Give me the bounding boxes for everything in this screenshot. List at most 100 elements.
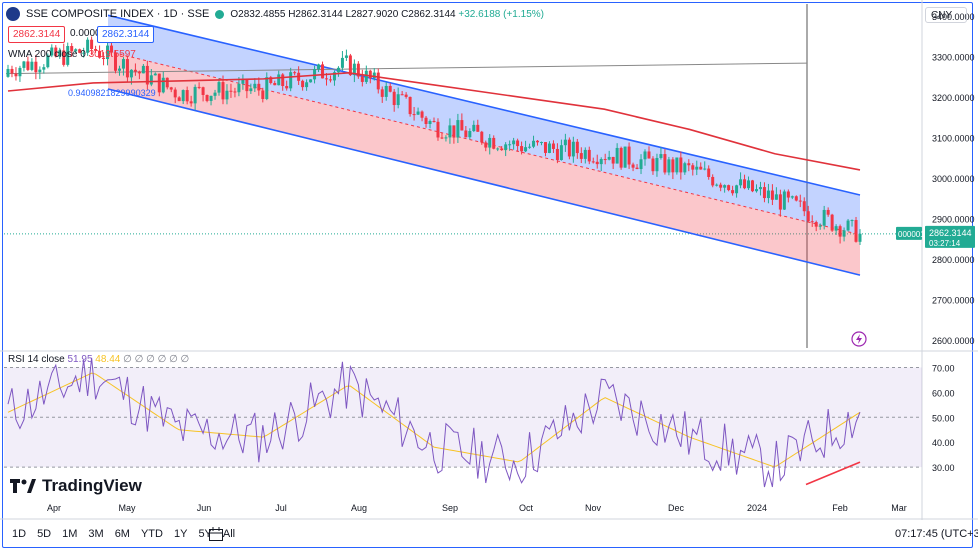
candle-body bbox=[62, 50, 66, 65]
price-tag-countdown: 03:27:14 bbox=[929, 239, 961, 248]
candle-body bbox=[551, 143, 555, 149]
candle-body bbox=[388, 85, 392, 92]
candle-body bbox=[38, 69, 42, 73]
rsi-legend[interactable]: RSI 14 close 51.95 48.44 ∅ ∅ ∅ ∅ ∅ ∅ bbox=[8, 354, 189, 365]
candle-body bbox=[149, 75, 153, 85]
candle-body bbox=[854, 220, 858, 242]
candle-body bbox=[46, 55, 50, 68]
currency-selector[interactable]: CNY bbox=[925, 7, 967, 23]
candle-body bbox=[663, 154, 667, 173]
candle-body bbox=[575, 141, 579, 154]
candle-body bbox=[10, 68, 14, 74]
sell-price-pill[interactable]: 2862.3144 bbox=[8, 26, 66, 43]
candle-body bbox=[850, 220, 854, 222]
candle-body bbox=[496, 148, 500, 150]
time-tick-label: Mar bbox=[891, 503, 907, 513]
candle-body bbox=[153, 73, 157, 76]
candle-body bbox=[336, 67, 340, 73]
candle-body bbox=[794, 196, 798, 201]
rsi-tick-label: 30.00 bbox=[932, 463, 955, 473]
timeframe-6m[interactable]: 6M bbox=[114, 528, 130, 540]
candle-body bbox=[321, 64, 325, 79]
candle-body bbox=[547, 143, 551, 153]
time-tick-label: May bbox=[118, 503, 136, 513]
channel-upper-fill bbox=[108, 15, 860, 235]
buy-price-pill[interactable]: 2862.3144 bbox=[97, 26, 155, 43]
candle-body bbox=[78, 49, 82, 53]
candle-body bbox=[627, 146, 631, 165]
candle-body bbox=[125, 59, 129, 78]
rsi-extra-values: ∅ ∅ ∅ ∅ ∅ ∅ bbox=[123, 354, 190, 365]
candle-body bbox=[181, 90, 185, 102]
candle-body bbox=[798, 200, 802, 202]
candle-body bbox=[189, 101, 193, 104]
spread-value: 0.0000 bbox=[70, 28, 101, 39]
price-tag-bg bbox=[925, 225, 975, 248]
candle-body bbox=[456, 120, 460, 138]
timeframe-1y[interactable]: 1Y bbox=[173, 528, 188, 540]
calendar-icon[interactable] bbox=[208, 526, 224, 542]
timeframe-1d[interactable]: 1D bbox=[12, 528, 27, 540]
regression-channel: 0.9409821829990329 bbox=[5, 14, 861, 276]
candle-body bbox=[671, 159, 675, 173]
candle-body bbox=[356, 63, 360, 77]
candle-body bbox=[436, 121, 440, 138]
price-tick-label: 2700.0000 bbox=[932, 295, 975, 305]
candle-body bbox=[66, 46, 70, 65]
timeframe-1m[interactable]: 1M bbox=[62, 528, 78, 540]
time-tick-label: Dec bbox=[668, 503, 685, 513]
candle-body bbox=[619, 147, 623, 168]
price-tag-symbol: 000001 bbox=[898, 230, 925, 239]
candle-body bbox=[635, 167, 639, 170]
timeframe-bar: 1D 5D 1M 3M 6M YTD 1Y 5Y All bbox=[12, 528, 246, 540]
price-tag-value: 2862.3144 bbox=[929, 228, 972, 238]
candle-body bbox=[209, 95, 213, 101]
candle-body bbox=[675, 157, 679, 173]
candle-body bbox=[74, 49, 78, 52]
clock[interactable]: 07:17:45 (UTC+3) bbox=[895, 528, 978, 540]
candle-body bbox=[348, 55, 352, 76]
timeframe-3m[interactable]: 3M bbox=[88, 528, 104, 540]
candle-body bbox=[281, 74, 285, 87]
price-tick-label: 3300.0000 bbox=[932, 53, 975, 63]
candle-body bbox=[173, 89, 177, 98]
candle-body bbox=[229, 90, 233, 92]
price-tick-label: 2600.0000 bbox=[932, 336, 975, 346]
candle-body bbox=[758, 187, 762, 190]
candle-body bbox=[567, 139, 571, 157]
time-tick-label: Apr bbox=[47, 503, 61, 513]
channel-coefficient-label: 0.9409821829990329 bbox=[68, 88, 156, 98]
candle-body bbox=[563, 139, 567, 146]
candle-body bbox=[751, 180, 755, 192]
timeframe-5d[interactable]: 5D bbox=[37, 528, 52, 540]
timeframe-all[interactable]: All bbox=[222, 528, 236, 540]
candle-body bbox=[762, 187, 766, 199]
tradingview-logo[interactable]: TradingView bbox=[10, 476, 142, 496]
candle-body bbox=[731, 190, 735, 194]
candle-body bbox=[42, 67, 46, 70]
candle-body bbox=[137, 71, 141, 74]
candle-body bbox=[22, 61, 26, 68]
price-tag-symbol-bg bbox=[896, 226, 922, 240]
candle-body bbox=[30, 61, 34, 70]
candle-body bbox=[599, 159, 603, 165]
time-tick-label: Aug bbox=[351, 503, 367, 513]
axes: 3400.0000 3300.0000 3200.0000 3100.0000 3000… bbox=[47, 12, 975, 513]
price-tick-label: 3200.0000 bbox=[932, 93, 975, 103]
candle-body bbox=[301, 80, 305, 88]
wma-legend[interactable]: WMA 200 close 0 3019.5597 bbox=[8, 49, 136, 60]
symbol-title[interactable]: SSE COMPOSITE INDEX · 1D · SSE bbox=[26, 8, 210, 20]
candle-body bbox=[213, 92, 217, 96]
candle-body bbox=[117, 68, 121, 71]
channel-lower-fill bbox=[108, 51, 860, 276]
timeframe-5y[interactable]: 5Y bbox=[198, 528, 212, 540]
candle-body bbox=[607, 156, 611, 160]
candle-body bbox=[6, 68, 10, 77]
candle-body bbox=[687, 163, 691, 166]
candle-body bbox=[452, 125, 456, 138]
candle-body bbox=[193, 86, 197, 104]
timeframe-ytd[interactable]: YTD bbox=[140, 528, 163, 540]
candle-body bbox=[432, 121, 436, 123]
